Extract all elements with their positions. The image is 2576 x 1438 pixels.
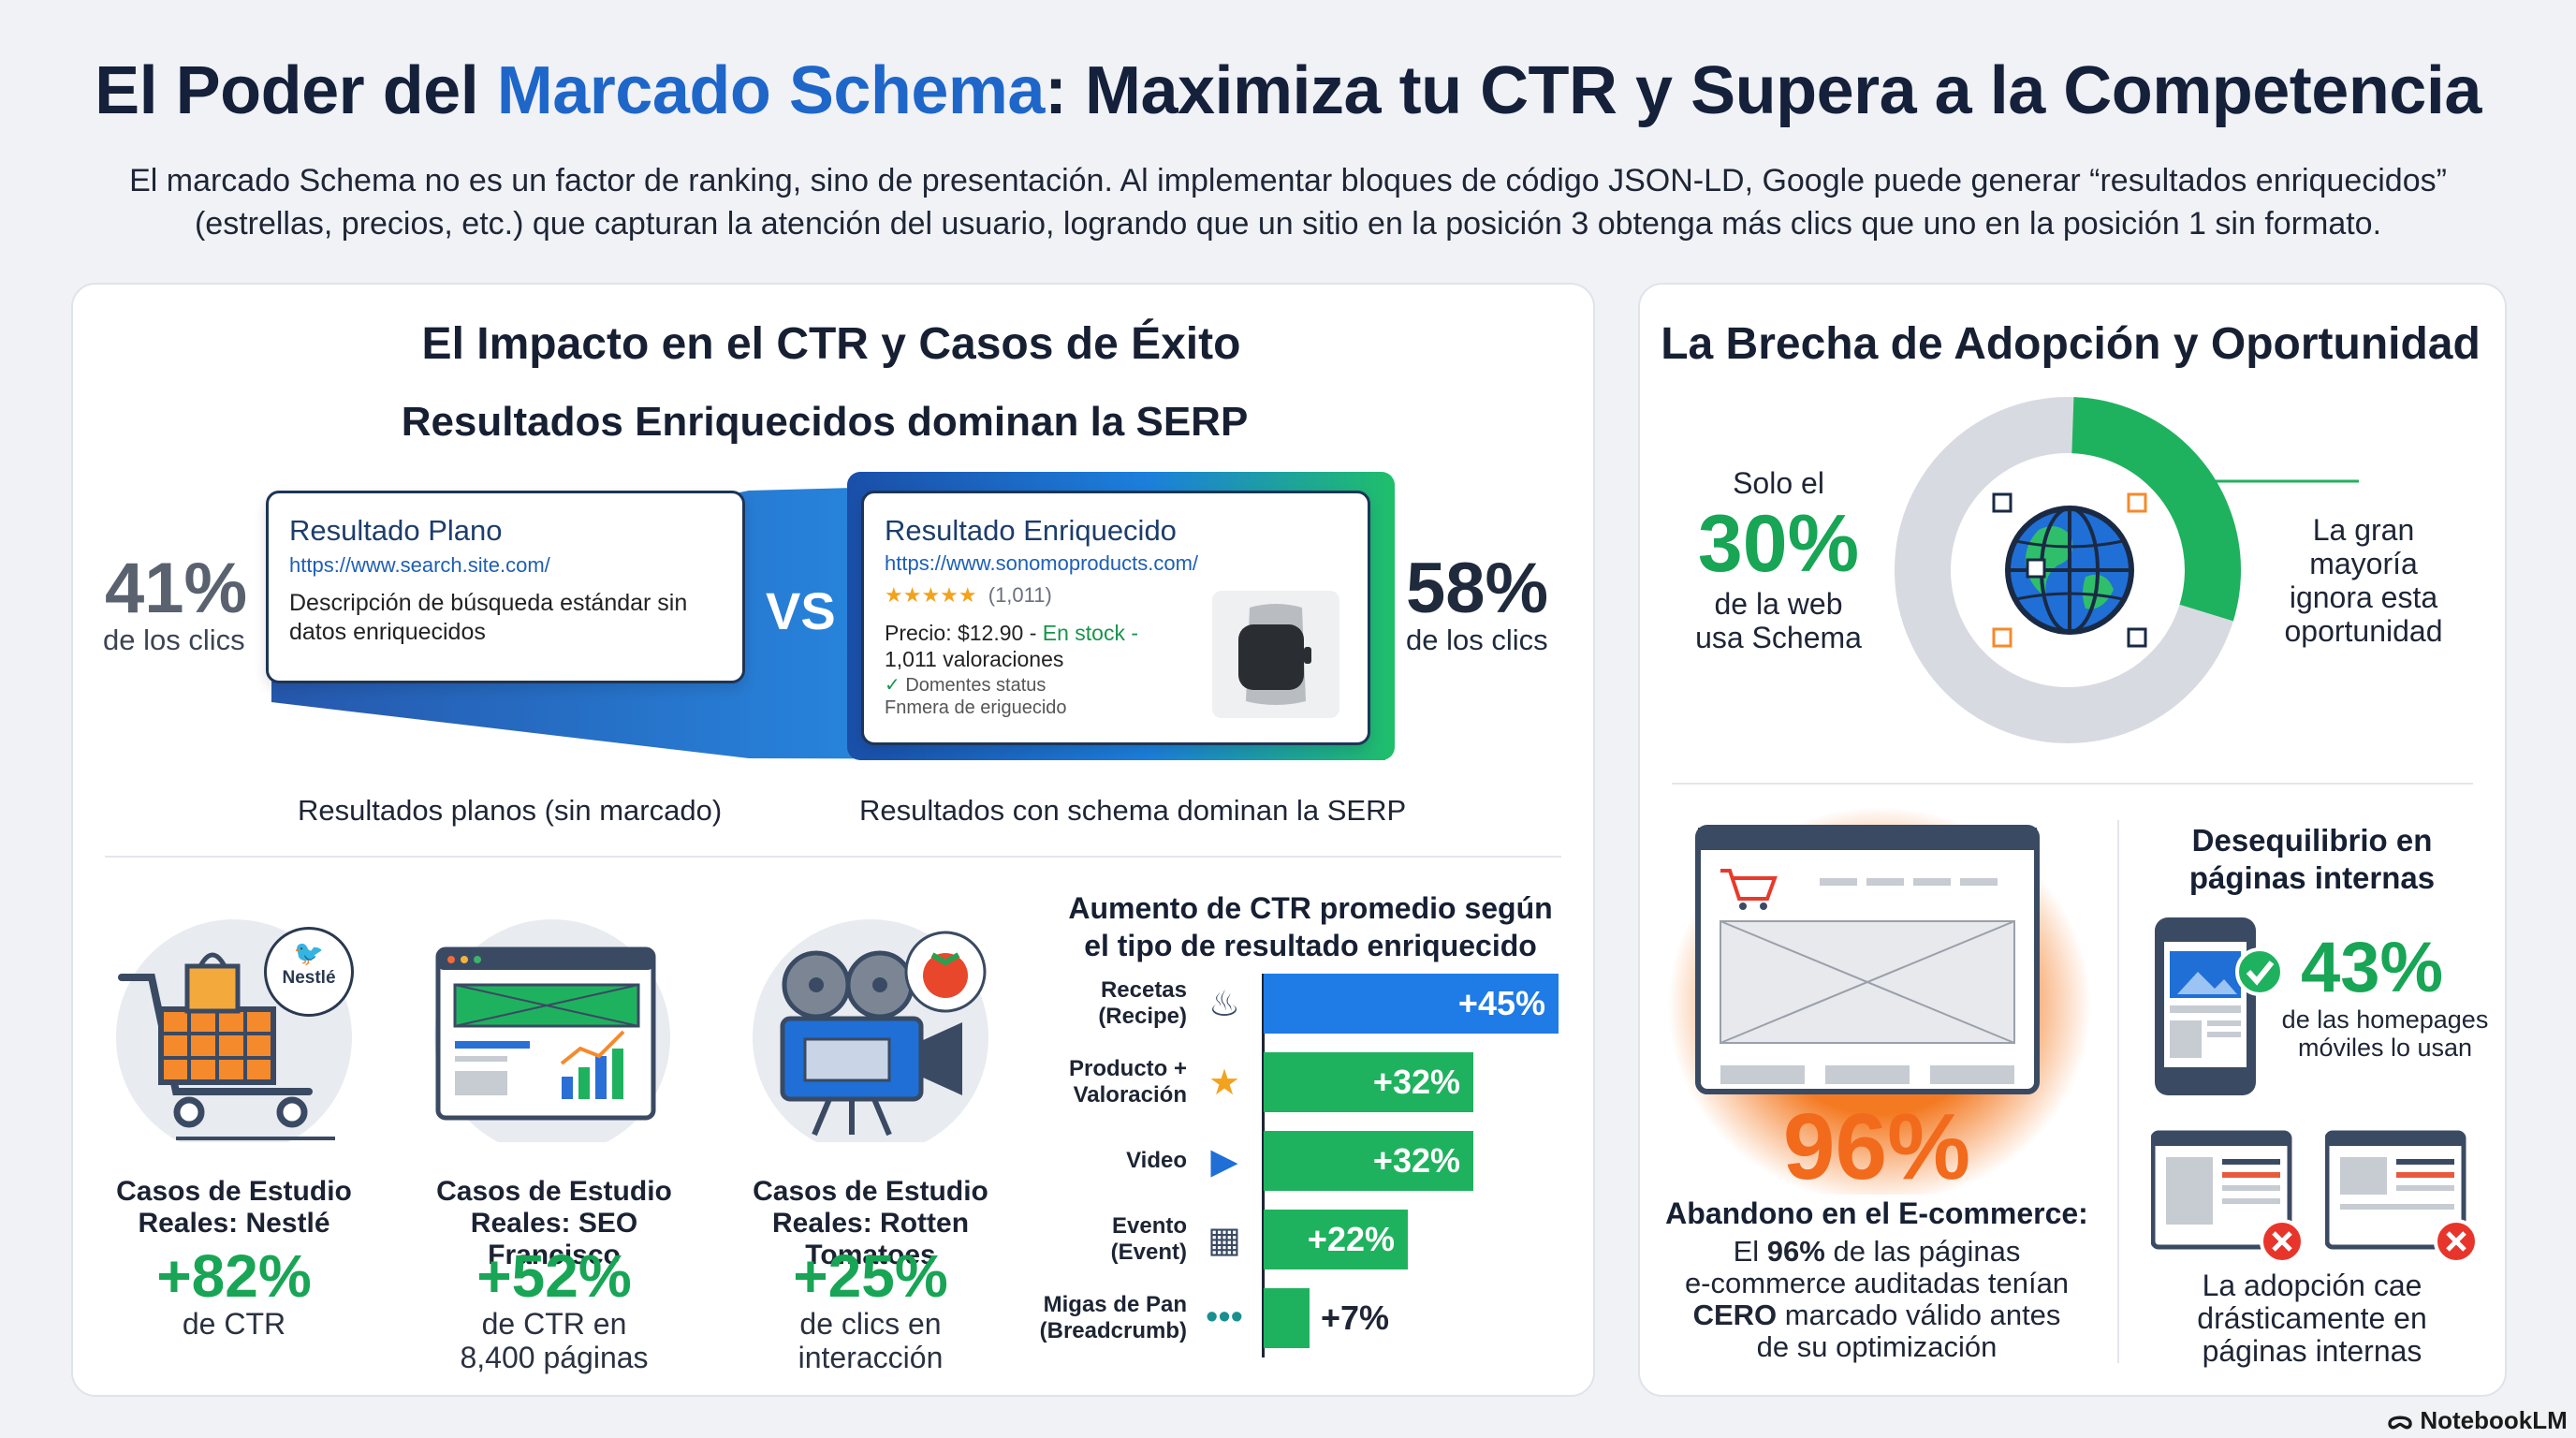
plain-result-card: Resultado Plano https://www.search.site.… (266, 491, 745, 683)
rich-result-card: Resultado Enriquecido https://www.sonomo… (861, 491, 1370, 745)
left-divider (105, 856, 1561, 858)
left-panel-title: El Impacto en el CTR y Casos de Éxito (421, 319, 1241, 369)
plain-result-desc: Descripción de búsqueda estándar sin dat… (289, 590, 688, 645)
internal-page-error-icon-2 (2325, 1130, 2479, 1264)
mobile-pct: 43% (2301, 928, 2444, 1007)
ecommerce-pct: 96% (1782, 1094, 1971, 1199)
rich-result-status: ✓ Domentes status (885, 675, 1046, 696)
case-nestle-label: Casos de Estudio Reales: Nestlé (116, 1176, 352, 1239)
star-tag-icon: ★ (1208, 1064, 1241, 1103)
serp-subtitle: Resultados Enriquecidos dominan la SERP (401, 399, 1249, 445)
internal-title: Desequilibrio en páginas internas (2188, 823, 2436, 895)
rich-ctr-label: de los clics (1406, 624, 1548, 656)
rich-result-title: Resultado Enriquecido (885, 514, 1177, 547)
rating-count: (1,011) (988, 583, 1052, 607)
bar-label: Producto + Valoración (1068, 1056, 1187, 1108)
bar: +45% (1264, 974, 1559, 1034)
case-rotten-tomatoes-label: Casos de Estudio Reales: Rotten Tomatoes (753, 1176, 988, 1270)
globe-network-icon (1992, 492, 2147, 648)
bar: +22% (1264, 1210, 1408, 1269)
ecommerce-text: El 96% de las páginas e-commerce auditad… (1684, 1235, 2070, 1363)
ctr-bar-chart: Recetas (Recipe) ♨ +45% Producto + Valoración… (1030, 974, 1591, 1376)
rich-result-rating: ★★★★★ (1,011) (885, 583, 1052, 608)
mobile-check-icon (2155, 917, 2284, 1095)
bar: +32% (1264, 1052, 1473, 1112)
dots-icon: ••• (1206, 1298, 1243, 1337)
nestle-logo: 🐦 Nestlé (264, 927, 354, 1017)
rich-result-extra: Fnmera de eriguecido (885, 697, 1067, 718)
bar-value-label: +7% (1321, 1299, 1390, 1337)
bar-label: Recetas (Recipe) (1098, 977, 1187, 1029)
calendar-icon: ▦ (1208, 1221, 1241, 1260)
right-divider (1672, 783, 2473, 785)
case-seo-francisco-label: Casos de Estudio Reales: SEO Francisco (436, 1176, 672, 1270)
bar-label: Evento (Event) (1110, 1213, 1187, 1265)
bar-value-label: +32% (1372, 1141, 1460, 1180)
case-rotten-tomatoes-value: +25% (793, 1242, 948, 1310)
case-seo-francisco-value: +52% (476, 1242, 632, 1310)
mobile-pct-sub: de las homepages móviles lo usan (2281, 1005, 2489, 1062)
bar-value-label: +22% (1307, 1220, 1395, 1258)
rich-result-url: https://www.sonomoproducts.com/ (885, 551, 1199, 575)
case-seo-francisco-sub: de CTR en 8,400 páginas (460, 1307, 649, 1374)
chef-hat-icon: ♨ (1208, 985, 1241, 1024)
plain-result-url: https://www.search.site.com/ (289, 553, 550, 577)
rich-caption: Resultados con schema dominan la SERP (859, 794, 1407, 827)
donut-schema-segment (1895, 397, 2241, 743)
case-rotten-tomatoes-sub: de clics en interacción (798, 1307, 944, 1374)
chart-title: Aumento de CTR promedio según el tipo de … (1068, 891, 1553, 962)
check-icon: ✓ (885, 675, 900, 696)
notebooklm-credit: ᯅ NotebookLM (2387, 1406, 2568, 1434)
rating-stars: ★★★★★ (885, 583, 977, 607)
rich-ctr-value: 58% (1406, 549, 1549, 628)
plain-caption: Resultados planos (sin marcado) (298, 794, 723, 827)
plain-ctr-label: de los clics (103, 624, 245, 656)
bar-value-label: +32% (1372, 1063, 1460, 1101)
rich-result-price: Precio: $12.90 - En stock - (885, 621, 1139, 645)
schema-adoption-donut (1895, 397, 2241, 743)
chart-axis-line (1262, 974, 1265, 1357)
donut-pct: 30% (1697, 499, 1860, 589)
case-nestle-value: +82% (156, 1242, 312, 1310)
bar: +7% (1264, 1288, 1389, 1348)
donut-note: La gran mayoría ignora esta oportunidad (2284, 513, 2443, 648)
seo-dashboard-icon (434, 919, 670, 1142)
plain-result-title: Resultado Plano (289, 514, 503, 547)
film-camera-icon (753, 919, 988, 1142)
intro-text: El marcado Schema no es un factor de ran… (129, 163, 2447, 242)
play-icon: ▶ (1210, 1142, 1238, 1181)
rich-result-reviews: 1,011 valoraciones (885, 647, 1064, 671)
bar: +32% (1264, 1131, 1473, 1191)
internal-caption: La adopción cae drásticamente en páginas i… (2197, 1269, 2427, 1368)
ecommerce-browser-icon (1668, 807, 2091, 1195)
page-title: El Poder del Marcado Schema: Maximiza tu… (95, 53, 2481, 128)
right-panel-title: La Brecha de Adopción y Oportunidad (1661, 319, 2481, 369)
case-nestle-sub: de CTR (182, 1307, 286, 1341)
bar-label: Migas de Pan (Breadcrumb) (1039, 1292, 1187, 1343)
right-vertical-divider (2117, 820, 2119, 1363)
plain-ctr-value: 41% (105, 549, 248, 628)
smartwatch-icon (1212, 591, 1339, 718)
bar-value-label: +45% (1457, 984, 1545, 1022)
ecommerce-title: Abandono en el E-commerce: (1665, 1196, 2088, 1230)
bar-label: Video (1126, 1148, 1187, 1173)
donut-text: Solo el 30% de la web usa Schema (1676, 466, 1881, 654)
vs-label: VS (766, 581, 836, 640)
notebooklm-logo-icon: ᯅ (2387, 1406, 2414, 1434)
internal-page-error-icon (2151, 1130, 2305, 1264)
donut-callout-line (2209, 479, 2359, 483)
